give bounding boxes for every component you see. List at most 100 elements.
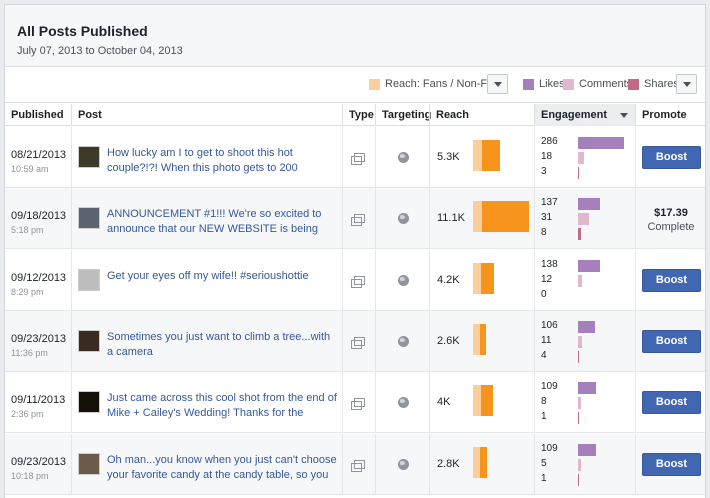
reach-bar[interactable] xyxy=(473,201,529,233)
table-row[interactable]: 09/23/2013 10:18 pm Oh man...you know wh… xyxy=(5,433,705,495)
post-time: 5:18 pm xyxy=(11,225,44,236)
shares-swatch xyxy=(628,78,639,90)
reach-bar[interactable] xyxy=(473,446,488,478)
published-cell: 09/11/2013 2:36 pm xyxy=(5,372,71,433)
legend-shares-label: Shares xyxy=(644,78,679,90)
globe-icon[interactable] xyxy=(398,152,409,163)
boost-button[interactable]: Boost xyxy=(642,329,701,353)
reach-dropdown-button[interactable] xyxy=(487,74,508,94)
reach-bar[interactable] xyxy=(473,323,487,355)
comments-value: 8 xyxy=(541,396,547,408)
shares-value: 1 xyxy=(541,411,547,423)
table-row[interactable]: 08/21/2013 10:59 am How lucky am I to ge… xyxy=(5,127,705,188)
targeting-cell xyxy=(375,249,429,311)
reach-value: 5.3K xyxy=(437,151,460,163)
post-thumbnail[interactable] xyxy=(78,268,100,291)
published-cell: 09/23/2013 11:36 pm xyxy=(5,311,71,372)
post-link[interactable]: Get your eyes off my wife!! #serioushott… xyxy=(107,269,309,282)
photo-type-icon xyxy=(351,398,365,411)
comments-value: 18 xyxy=(541,151,553,162)
comments-bar xyxy=(578,458,581,471)
reach-fans-bar xyxy=(473,201,483,233)
post-time: 8:29 pm xyxy=(11,286,44,297)
boost-button[interactable]: Boost xyxy=(642,268,701,292)
photo-type-icon xyxy=(351,336,365,349)
post-time: 2:36 pm xyxy=(11,409,44,420)
type-cell xyxy=(342,433,375,495)
globe-icon[interactable] xyxy=(398,458,409,470)
shares-bar xyxy=(578,167,580,179)
promote-cell: Boost xyxy=(635,372,705,434)
page-title: All Posts Published xyxy=(17,23,148,39)
post-link[interactable]: How lucky am I to get to shoot this hot … xyxy=(107,147,298,174)
engagement-cell: 286 18 3 xyxy=(534,127,635,188)
type-cell xyxy=(342,188,375,250)
post-link[interactable]: ANNOUNCEMENT #1!!! We're so excited to a… xyxy=(107,208,322,236)
table-row[interactable]: 09/18/2013 5:18 pm ANNOUNCEMENT #1!!! We… xyxy=(5,188,705,250)
col-engagement[interactable]: Engagement xyxy=(534,104,635,126)
engagement-dropdown-button[interactable] xyxy=(676,74,697,94)
table-row[interactable]: 09/12/2013 8:29 pm Get your eyes off my … xyxy=(5,249,705,311)
shares-bar xyxy=(578,412,579,425)
reach-bar[interactable] xyxy=(473,385,494,417)
photo-type-icon xyxy=(351,459,365,472)
promote-cell: Boost xyxy=(635,310,705,372)
col-post[interactable]: Post xyxy=(71,104,342,126)
likes-value: 106 xyxy=(541,319,558,331)
post-date: 09/23/2013 xyxy=(11,332,67,345)
targeting-cell xyxy=(375,372,429,434)
col-type[interactable]: Type xyxy=(342,104,375,126)
boost-button[interactable]: Boost xyxy=(642,452,701,476)
globe-icon[interactable] xyxy=(398,213,409,225)
reach-bar[interactable] xyxy=(473,262,495,294)
post-thumbnail[interactable] xyxy=(78,146,100,168)
boost-button[interactable]: Boost xyxy=(642,391,701,415)
reach-nonfans-bar xyxy=(480,446,488,478)
reach-fans-bar xyxy=(473,262,482,294)
post-thumbnail[interactable] xyxy=(78,207,100,230)
photo-type-icon xyxy=(351,153,365,165)
shares-value: 4 xyxy=(541,349,547,361)
likes-bar xyxy=(578,320,596,333)
reach-cell: 4.2K xyxy=(429,249,534,311)
likes-swatch xyxy=(523,78,534,90)
promote-cell: Boost xyxy=(635,127,705,188)
table-row[interactable]: 09/11/2013 2:36 pm Just came across this… xyxy=(5,372,705,434)
post-thumbnail[interactable] xyxy=(78,391,100,414)
col-published[interactable]: Published xyxy=(11,109,64,121)
post-thumbnail[interactable] xyxy=(78,452,100,475)
globe-icon[interactable] xyxy=(398,274,409,286)
col-promote[interactable]: Promote xyxy=(635,104,705,126)
reach-fans-bar xyxy=(473,323,481,355)
posts-panel: All Posts Published July 07, 2013 to Oct… xyxy=(4,4,706,498)
comments-value: 11 xyxy=(541,334,552,346)
post-thumbnail[interactable] xyxy=(78,329,100,352)
targeting-cell xyxy=(375,188,429,250)
post-link[interactable]: Just came across this cool shot from the… xyxy=(107,392,337,420)
table-row[interactable]: 09/23/2013 11:36 pm Sometimes you just w… xyxy=(5,310,705,372)
comments-bar xyxy=(578,397,581,410)
comments-bar xyxy=(578,274,583,287)
table-header: Published Post Type Targeting Reach Enga… xyxy=(5,104,705,126)
globe-icon[interactable] xyxy=(398,397,409,409)
photo-type-icon xyxy=(351,275,365,288)
col-targeting[interactable]: Targeting xyxy=(375,104,431,126)
legend-comments-label: Comments xyxy=(579,78,633,90)
post-date: 09/23/2013 xyxy=(11,455,67,468)
engagement-cell: 106 11 4 xyxy=(534,310,635,372)
globe-icon[interactable] xyxy=(398,335,409,347)
post-link[interactable]: Oh man...you know when you just can't ch… xyxy=(107,453,337,481)
likes-bar xyxy=(578,198,601,211)
col-reach[interactable]: Reach xyxy=(429,104,534,126)
post-link[interactable]: Sometimes you just want to climb a tree.… xyxy=(107,330,331,358)
reach-fans-bar xyxy=(473,140,482,171)
engagement-cell: 137 31 8 xyxy=(534,188,635,250)
reach-nonfans-bar xyxy=(482,201,529,233)
boost-button[interactable]: Boost xyxy=(642,146,701,169)
reach-cell: 2.6K xyxy=(429,310,534,372)
reach-fans-bar xyxy=(473,385,482,417)
reach-bar[interactable] xyxy=(473,140,500,171)
engagement-cell: 109 8 1 xyxy=(534,372,635,434)
reach-value: 4.2K xyxy=(437,273,460,286)
post-cell: Sometimes you just want to climb a tree.… xyxy=(71,310,342,372)
